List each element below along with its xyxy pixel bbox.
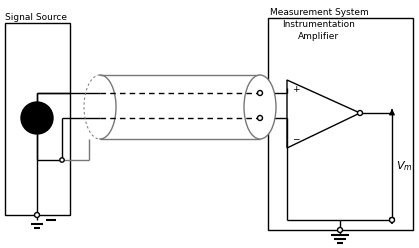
Text: $V_m$: $V_m$ xyxy=(396,160,413,173)
Circle shape xyxy=(357,111,362,116)
Text: −: − xyxy=(36,119,42,127)
Text: Instrumentation
Amplifier: Instrumentation Amplifier xyxy=(282,20,355,41)
Bar xyxy=(268,18,413,230)
Circle shape xyxy=(337,227,342,233)
Circle shape xyxy=(60,158,64,162)
Text: +: + xyxy=(292,85,300,93)
Circle shape xyxy=(34,213,39,217)
Circle shape xyxy=(21,102,53,134)
Circle shape xyxy=(258,116,262,121)
Polygon shape xyxy=(287,80,360,148)
Text: Signal Source: Signal Source xyxy=(5,13,67,22)
Bar xyxy=(5,23,70,215)
Text: Measurement System: Measurement System xyxy=(270,8,369,17)
Circle shape xyxy=(258,91,262,95)
Text: +: + xyxy=(31,109,37,118)
Text: −: − xyxy=(292,134,300,144)
Circle shape xyxy=(390,217,395,222)
Ellipse shape xyxy=(244,75,276,139)
